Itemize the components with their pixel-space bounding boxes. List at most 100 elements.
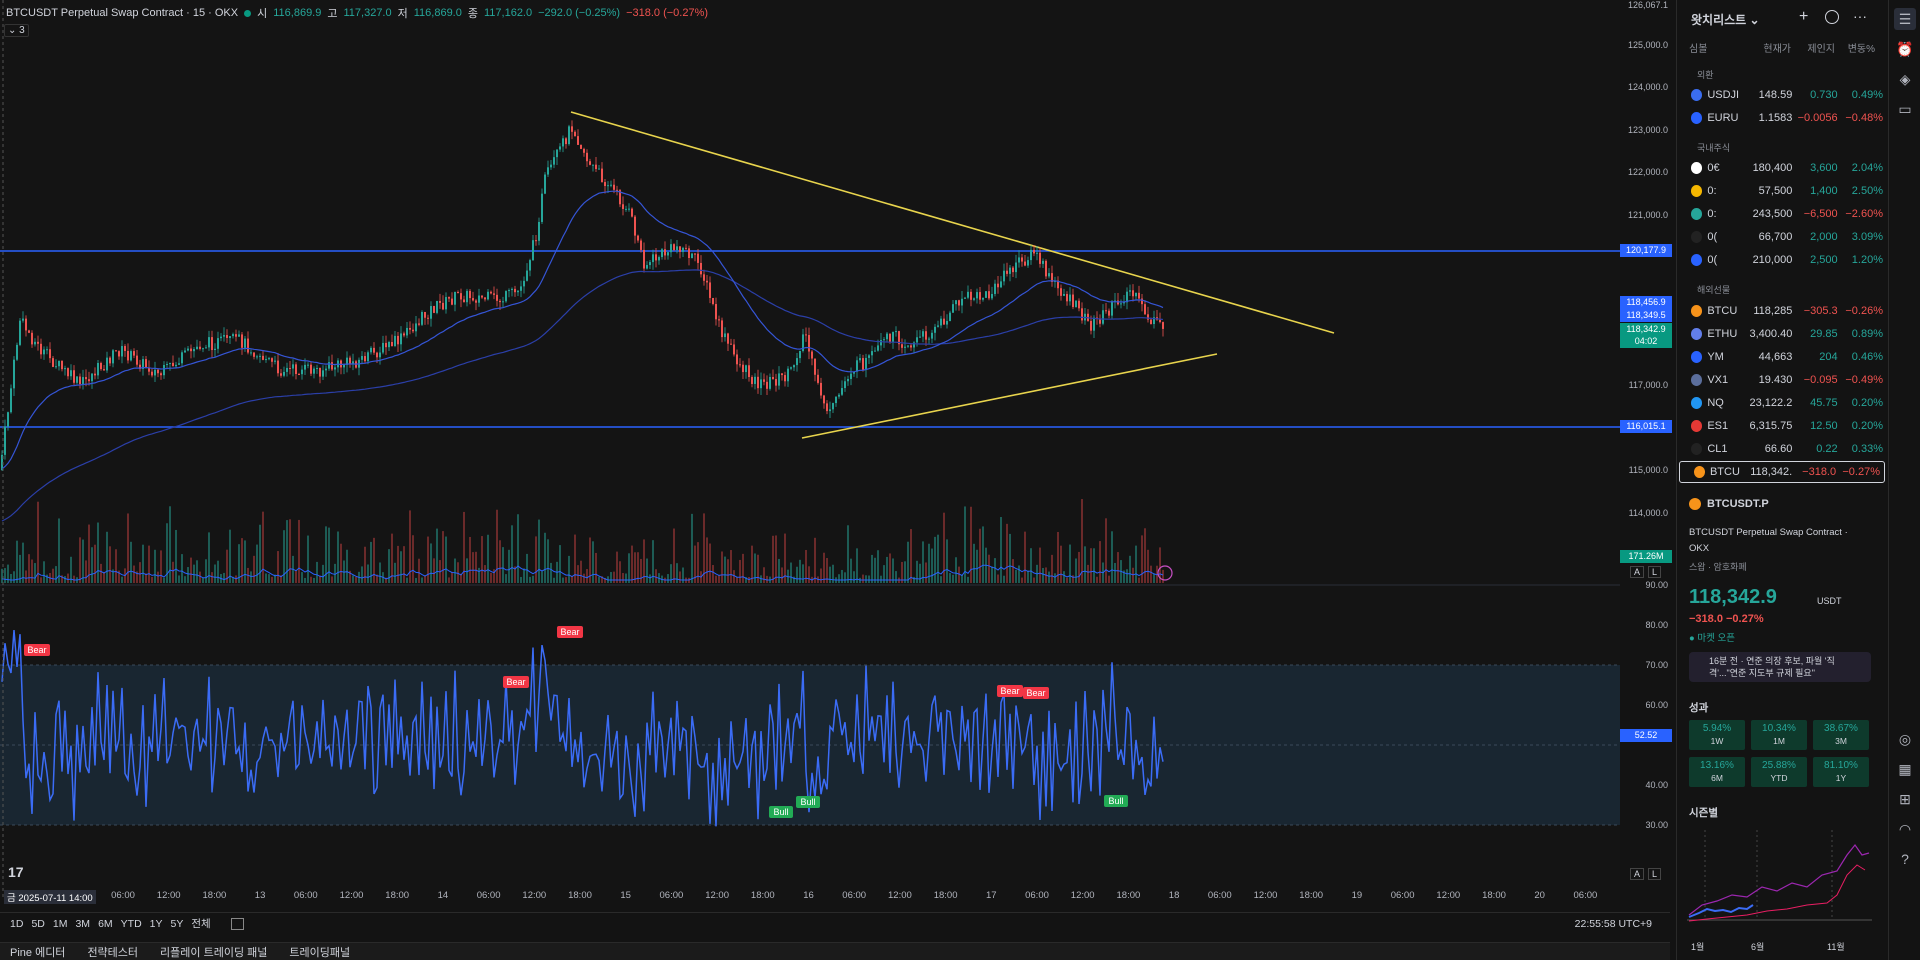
col-chg[interactable]: 제인지	[1807, 44, 1835, 55]
price-chart[interactable]: Bear Bear Bear Bear Bear Bull Bull Bull	[0, 0, 1620, 900]
broadcast-icon[interactable]: ◠	[1898, 821, 1912, 837]
apps-icon[interactable]: ⊞	[1899, 791, 1911, 807]
tab-trading-panel[interactable]: 트레이딩패널	[289, 946, 351, 959]
candle-body	[661, 249, 663, 258]
volume-bar	[961, 574, 963, 583]
seasonal-chart[interactable]	[1687, 825, 1877, 935]
col-last[interactable]: 현재가	[1763, 44, 1791, 55]
volume-bar	[139, 562, 141, 583]
calendar-icon[interactable]: ▦	[1898, 761, 1912, 777]
watchlist-row[interactable]: ES1 6,315.75 12.50 0.20%	[1677, 415, 1887, 437]
range-1y[interactable]: 1Y	[149, 917, 163, 930]
more-icon[interactable]: ···	[1853, 8, 1867, 24]
chat-icon[interactable]: ▭	[1898, 101, 1912, 117]
section-domestic-stocks[interactable]: 국내주식	[1697, 143, 1731, 153]
range-3m[interactable]: 3M	[75, 917, 91, 930]
range-5y[interactable]: 5Y	[170, 917, 184, 930]
watchlist-row[interactable]: VX1 19.430 −0.095 −0.49%	[1677, 369, 1887, 391]
watchlist-row[interactable]: YM 44,663 204 0.46%	[1677, 346, 1887, 368]
watchlist-row[interactable]: NQ 23,122.2 45.75 0.20%	[1677, 392, 1887, 414]
price-axis[interactable]: 126,067.1 125,000.0 124,000.0 123,000.0 …	[1620, 0, 1672, 900]
alerts-icon[interactable]: ⏰	[1896, 41, 1914, 57]
volume-bar	[886, 556, 888, 583]
range-1d[interactable]: 1D	[10, 917, 24, 930]
moving-average-short	[1, 190, 1164, 470]
tab-pine-editor[interactable]: Pine 에디터	[10, 946, 66, 959]
candle-body	[946, 320, 948, 325]
volume-bar	[703, 513, 705, 583]
candle-body	[133, 351, 135, 356]
performance-cell[interactable]: 13.16% 6M	[1689, 757, 1745, 787]
section-futures[interactable]: 해외선물	[1697, 285, 1731, 295]
chart-icon[interactable]	[1825, 10, 1839, 24]
range-1m[interactable]: 1M	[52, 917, 68, 930]
bottom-panel-tabs[interactable]: Pine 에디터 전략테스터 리플레이 트레이딩 패널 트레이딩패널	[0, 942, 1670, 960]
performance-cell[interactable]: 10.34% 1M	[1751, 720, 1807, 750]
watchlist-row[interactable]: USDJI 148.59 0.730 0.49%	[1677, 84, 1887, 106]
volume-bar	[490, 572, 492, 583]
news-card[interactable]: 16분 전 · 연준 의장 후보, 파월 '직격'..."연준 지도부 규제 필…	[1689, 652, 1871, 682]
watchlist-row[interactable]: BTCU 118,342. −318.0 −0.27%	[1679, 461, 1885, 483]
row-change-percent: −0.48%	[1845, 112, 1883, 124]
log-scale-button-osc[interactable]: L	[1648, 868, 1662, 880]
watchlist-row[interactable]: 0€ 180,400 3,600 2.04%	[1677, 157, 1887, 179]
right-toolbar[interactable]: ☰ ⏰ ◈ ▭ ◎ ▦ ⊞ ◠ ?	[1888, 0, 1920, 960]
range-all[interactable]: 전체	[191, 918, 211, 930]
candle-body	[181, 352, 183, 364]
watchlist-panel[interactable]: 왓치리스트 ⌄ + ··· 심볼 현재가 제인지 변동% 외환 국내주식 해외선…	[1676, 0, 1887, 960]
volume-bar	[85, 560, 87, 583]
auto-scale-button-osc[interactable]: A	[1630, 868, 1645, 880]
time-axis[interactable]: 금 2025-07-11 14:00 06:00 12:00 18:00 13 06:0…	[0, 890, 1620, 906]
watchlist-row[interactable]: 0(66,700 2,000 3.09%	[1677, 226, 1887, 248]
price-tick: 126,067.1	[1627, 0, 1668, 10]
chart-area[interactable]: Bear Bear Bear Bear Bear Bull Bull Bull …	[0, 0, 1662, 900]
add-symbol-icon[interactable]: +	[1799, 8, 1809, 25]
performance-cell[interactable]: 5.94% 1W	[1689, 720, 1745, 750]
candle-body	[670, 244, 672, 253]
range-5d[interactable]: 5D	[31, 917, 45, 930]
volume-bar	[151, 576, 153, 583]
range-6m[interactable]: 6M	[98, 917, 113, 930]
watchlist-row[interactable]: 0: 57,500 1,400 2.50%	[1677, 180, 1887, 202]
volume-bar	[910, 529, 912, 583]
symbol-legend[interactable]: BTCUSDT Perpetual Swap Contract · 15 · O…	[6, 5, 708, 21]
detail-full-name[interactable]: BTCUSDT Perpetual Swap Contract ·	[1689, 527, 1848, 538]
performance-cell[interactable]: 25.88% YTD	[1751, 757, 1807, 787]
go-to-date-icon[interactable]	[230, 917, 244, 930]
col-symbol[interactable]: 심볼	[1689, 44, 1708, 55]
clock-timezone[interactable]: 22:55:58 UTC+9	[1574, 917, 1652, 930]
watchlist-title[interactable]: 왓치리스트 ⌄	[1691, 13, 1760, 27]
date-range-bar[interactable]: 1D 5D 1M 3M 6M YTD 1Y 5Y 전체 22:55:58 UTC…	[0, 912, 1670, 934]
volume-bar	[394, 562, 396, 583]
range-ytd[interactable]: YTD	[120, 917, 142, 930]
tab-replay-trading[interactable]: 리플레이 트레이딩 패널	[160, 946, 268, 959]
col-pct[interactable]: 변동%	[1847, 44, 1875, 55]
candle-body	[391, 341, 393, 347]
log-scale-button[interactable]: L	[1648, 566, 1662, 578]
watchlist-row[interactable]: 0: 243,500 −6,500 −2.60%	[1677, 203, 1887, 225]
layers-icon[interactable]: ◈	[1899, 71, 1911, 87]
target-icon[interactable]: ◎	[1898, 731, 1912, 747]
watchlist-row[interactable]: BTCU 118,285 −305.3 −0.26%	[1677, 300, 1887, 322]
performance-cell[interactable]: 81.10% 1Y	[1813, 757, 1869, 787]
legend-title[interactable]: BTCUSDT Perpetual Swap Contract · 15 · O…	[6, 7, 239, 19]
performance-cell[interactable]: 38.67% 3M	[1813, 720, 1869, 750]
watchlist-icon[interactable]: ☰	[1894, 8, 1916, 30]
watchlist-row[interactable]: EURU 1.1583 −0.0056 −0.48%	[1677, 107, 1887, 129]
volume-bar	[505, 574, 507, 583]
symbol-detail-header[interactable]: BTCUSDT.P	[1689, 498, 1769, 510]
detail-exchange[interactable]: OKX	[1689, 543, 1710, 554]
section-forex[interactable]: 외환	[1697, 70, 1714, 80]
tab-strategy-tester[interactable]: 전략테스터	[87, 946, 139, 959]
indicators-collapse-button[interactable]: ⌄ 3	[4, 24, 29, 37]
candle-body	[943, 318, 945, 325]
watchlist-row[interactable]: CL1 66.60 0.22 0.33%	[1677, 438, 1887, 460]
detail-symbol[interactable]: BTCUSDT.P	[1707, 498, 1769, 510]
volume-bar	[712, 565, 714, 583]
auto-scale-button[interactable]: A	[1630, 566, 1645, 578]
help-icon[interactable]: ?	[1901, 851, 1909, 867]
bear-label: Bear	[560, 627, 579, 637]
watchlist-row[interactable]: 0(210,000 2,500 1.20%	[1677, 249, 1887, 271]
watchlist-row[interactable]: ETHU 3,400.40 29.85 0.89%	[1677, 323, 1887, 345]
volume-bar	[1057, 531, 1059, 583]
